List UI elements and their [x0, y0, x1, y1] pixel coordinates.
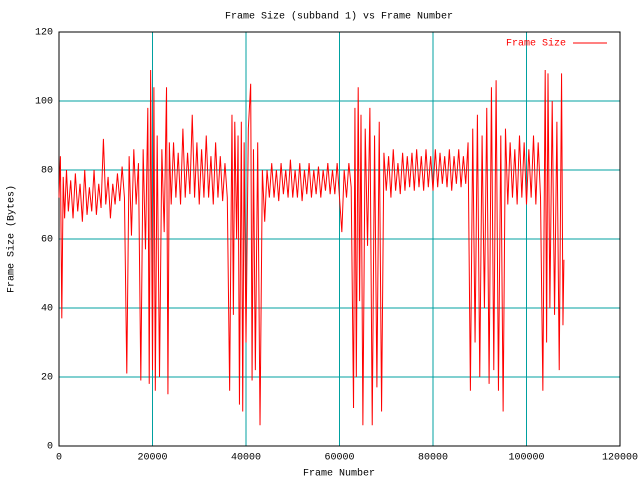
y-tick-label: 60: [41, 235, 53, 246]
plot-border: [58, 31, 621, 447]
x-axis-label: Frame Number: [303, 468, 375, 480]
x-tick-label: 40000: [231, 453, 261, 464]
x-tick-label: 20000: [137, 453, 167, 464]
data-line: [58, 69, 565, 426]
x-tick-label: 120000: [602, 453, 638, 464]
x-tick-label: 0: [56, 453, 62, 464]
x-tick-label: 100000: [508, 453, 544, 464]
y-tick-label: 80: [41, 166, 53, 177]
y-tick-label: 120: [35, 28, 53, 39]
x-tick-label: 60000: [324, 453, 354, 464]
legend-label: Frame Size: [506, 38, 566, 50]
y-tick-label: 0: [47, 442, 53, 453]
y-tick-label: 100: [35, 97, 53, 108]
y-tick-label: 20: [41, 373, 53, 384]
y-tick-label: 40: [41, 304, 53, 315]
y-axis-label: Frame Size (Bytes): [6, 185, 18, 293]
x-tick-label: 80000: [418, 453, 448, 464]
chart-title: Frame Size (subband 1) vs Frame Number: [225, 11, 453, 23]
